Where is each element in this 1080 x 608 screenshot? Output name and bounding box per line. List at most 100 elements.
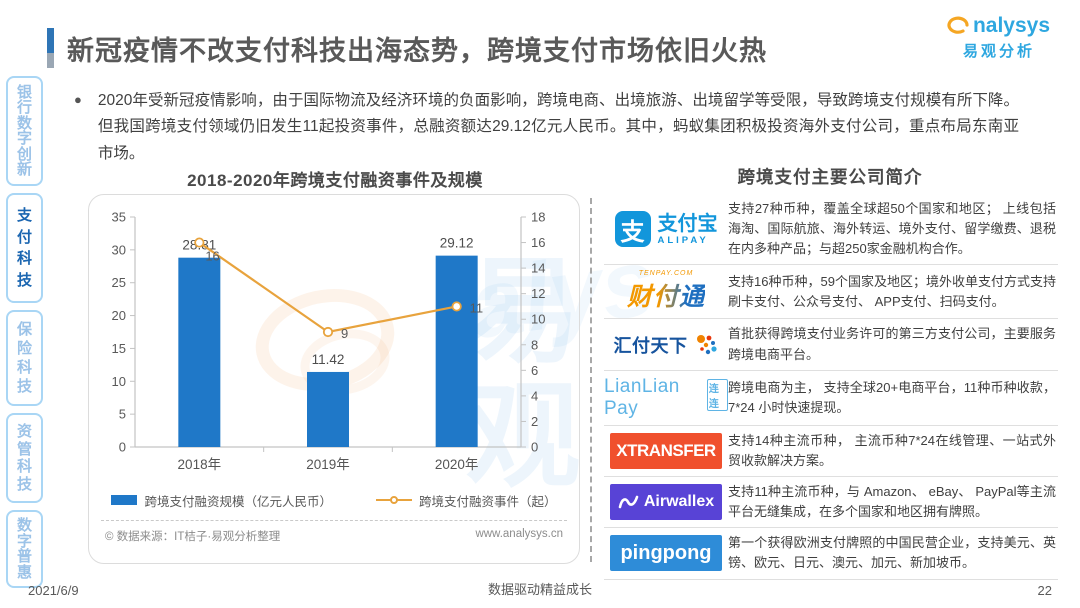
analysys-swirl-icon: [947, 16, 969, 34]
header: 新冠疫情不改支付科技出海态势，跨境支付市场依旧火热: [47, 28, 767, 68]
title-accent-bar: [47, 28, 54, 68]
svg-text:20: 20: [112, 308, 126, 323]
svg-text:11.42: 11.42: [312, 352, 345, 367]
company-row-lianlian: LianLian Pay 连连 跨境电商为主， 支持全球20+电商平台，11种币…: [604, 371, 1058, 426]
sidebar-item-char: 字: [16, 532, 32, 550]
sidebar-item-char: 付: [16, 228, 32, 246]
sidebar-item-char: 管: [16, 440, 32, 458]
company-desc: 支持27种币种，覆盖全球超50个国家和地区； 上线包括海淘、国际航旅、海外转运、…: [728, 201, 1056, 257]
airwallex-name: Airwallex: [643, 493, 715, 511]
svg-text:11: 11: [470, 300, 484, 315]
lianlian-name-en: LianLian Pay: [604, 375, 680, 419]
sidebar-item-2[interactable]: 支付科技: [6, 193, 43, 303]
company-desc: 支持11种主流币种，与 Amazon、 eBay、 PayPal等主流平台无缝集…: [728, 483, 1056, 520]
company-row-pingpong: pingpong 第一个获得欧洲支付牌照的中国民营企业，支持美元、英镑、欧元、日…: [604, 528, 1058, 580]
chart-source-url: www.analysys.cn: [475, 528, 563, 540]
summary-paragraph: ● 2020年受新冠疫情影响，由于国际物流及经济环境的负面影响，跨境电商、出境旅…: [74, 88, 1019, 167]
sidebar-item-char: 创: [16, 145, 32, 163]
svg-text:35: 35: [112, 210, 126, 225]
sidebar-item-3[interactable]: 保险科技: [6, 310, 43, 406]
sidebar-item-char: 科: [16, 359, 32, 376]
svg-text:2018年: 2018年: [178, 457, 222, 472]
sidebar-item-char: 技: [16, 272, 32, 290]
brand-name-en: nalysys: [972, 13, 1050, 37]
sidebar-item-5[interactable]: 数字普惠: [6, 510, 43, 588]
legend-bar-label: 跨境支付融资规模（亿元人民币）: [144, 494, 332, 509]
svg-text:0: 0: [119, 440, 126, 455]
svg-text:10: 10: [531, 312, 545, 327]
legend-item-bar: 跨境支付融资规模（亿元人民币）: [111, 491, 332, 510]
alipay-logo: 支 支付宝 ALIPAY: [614, 211, 718, 248]
huifu-logo: 汇付天下: [614, 332, 719, 358]
chart-source-row: © 数据来源：IT桔子·易观分析整理 www.analysys.cn: [89, 521, 579, 544]
analysys-logo: nalysys 易观分析: [920, 12, 1050, 61]
svg-text:8: 8: [531, 337, 538, 352]
chart-source-divider: [101, 520, 567, 521]
company-row-airwallex: Airwallex 支持11种主流币种，与 Amazon、 eBay、 PayP…: [604, 477, 1058, 529]
alipay-name-cn: 支付宝: [657, 212, 718, 235]
svg-text:5: 5: [119, 407, 126, 422]
chart-source-left: © 数据来源：IT桔子·易观分析整理: [105, 531, 281, 543]
svg-text:15: 15: [112, 341, 126, 356]
summary-text: 2020年受新冠疫情影响，由于国际物流及经济环境的负面影响，跨境电商、出境旅游、…: [97, 92, 1019, 162]
sidebar-item-char: 科: [16, 458, 32, 476]
company-desc: 支持14种主流币种， 主流币种7*24在线管理、一站式外贸收款解决方案。: [728, 432, 1056, 468]
tenpay-site: TENPAY.COM: [638, 270, 694, 278]
company-row-huifu: 汇付天下 首批获得跨境支付业务许可的第三方支付公司，主要服务跨境电商平台。: [604, 319, 1058, 371]
pingpong-logo: pingpong: [610, 535, 722, 572]
companies-title: 跨境支付主要公司简介: [737, 167, 923, 187]
svg-text:25: 25: [112, 275, 126, 290]
sidebar-item-char: 惠: [16, 563, 32, 581]
tenpay-logo: TENPAY.COM 财付通: [627, 270, 705, 313]
sidebar-nav: 银行数字创新支付科技保险科技资管科技数字普惠: [6, 76, 43, 588]
combo-chart: 0 5 10 15 20 25 30 35 0 2 4 6 8 10 12 14 16 18 2018年 2019年 2…: [112, 210, 546, 473]
sidebar-item-char: 数: [16, 517, 32, 535]
huifu-pinwheel-icon: [696, 334, 717, 354]
svg-text:16: 16: [531, 235, 545, 250]
company-desc: 第一个获得欧洲支付牌照的中国民营企业，支持美元、英镑、欧元、日元、澳元、加元、新…: [728, 535, 1056, 571]
company-row-tenpay: TENPAY.COM 财付通 支持16种币种，59个国家及地区；境外收单支付方式…: [604, 265, 1058, 320]
company-desc: 跨境电商为主， 支持全球20+电商平台，11种币种收款，7*24 小时快速提现。: [728, 379, 1056, 415]
svg-text:30: 30: [112, 242, 126, 257]
xtransfer-logo: XTRANSFER: [610, 432, 722, 469]
bullet-icon: ●: [74, 92, 82, 107]
companies-list: 支 支付宝 ALIPAY 支持27种币种，覆盖全球超50个国家和地区； 上线包括…: [604, 194, 1058, 580]
alipay-name-en: ALIPAY: [657, 234, 709, 246]
svg-text:12: 12: [531, 286, 545, 301]
svg-text:29.12: 29.12: [440, 236, 474, 251]
huifu-name: 汇付天下: [613, 335, 688, 356]
sidebar-item-char: 技: [16, 476, 32, 494]
company-desc: 支持16种币种，59个国家及地区；境外收单支付方式支持刷卡支付、公众号支付、 A…: [728, 273, 1056, 309]
tenpay-name: 财付通: [627, 277, 705, 313]
sidebar-item-char: 险: [16, 340, 32, 357]
sidebar-item-char: 支: [16, 206, 32, 224]
alipay-icon: 支: [614, 211, 651, 248]
svg-text:2020年: 2020年: [435, 457, 479, 472]
svg-text:2: 2: [531, 414, 538, 429]
page-title: 新冠疫情不改支付科技出海态势，跨境支付市场依旧火热: [67, 35, 767, 66]
sidebar-item-4[interactable]: 资管科技: [6, 413, 43, 503]
footer-date: 2021/6/9: [28, 583, 79, 598]
company-row-alipay: 支 支付宝 ALIPAY 支持27种币种，覆盖全球超50个国家和地区； 上线包括…: [604, 194, 1058, 266]
sidebar-item-1[interactable]: 银行数字创新: [6, 76, 43, 186]
brand-name-cn: 易观分析: [962, 43, 1035, 60]
airwallex-wave-icon: [618, 495, 639, 509]
company-desc: 首批获得跨境支付业务许可的第三方支付公司，主要服务跨境电商平台。: [728, 326, 1056, 362]
svg-text:10: 10: [112, 374, 126, 389]
sidebar-item-char: 技: [16, 378, 32, 395]
chart-title: 2018-2020年跨境支付融资事件及规模: [187, 171, 483, 190]
legend-line-swatch: [376, 496, 412, 504]
airwallex-logo: Airwallex: [610, 484, 722, 521]
svg-text:14: 14: [531, 261, 545, 276]
svg-text:18: 18: [531, 210, 545, 225]
svg-text:0: 0: [531, 440, 538, 455]
sidebar-item-char: 普: [16, 548, 32, 566]
footer-slogan: 数据驱动精益成长: [487, 582, 592, 597]
sidebar-item-char: 数: [16, 114, 32, 132]
svg-text:2019年: 2019年: [306, 457, 350, 472]
section-divider: [590, 198, 592, 562]
sidebar-item-char: 字: [16, 130, 32, 148]
svg-text:9: 9: [341, 326, 348, 341]
sidebar-item-char: 资: [16, 422, 32, 440]
